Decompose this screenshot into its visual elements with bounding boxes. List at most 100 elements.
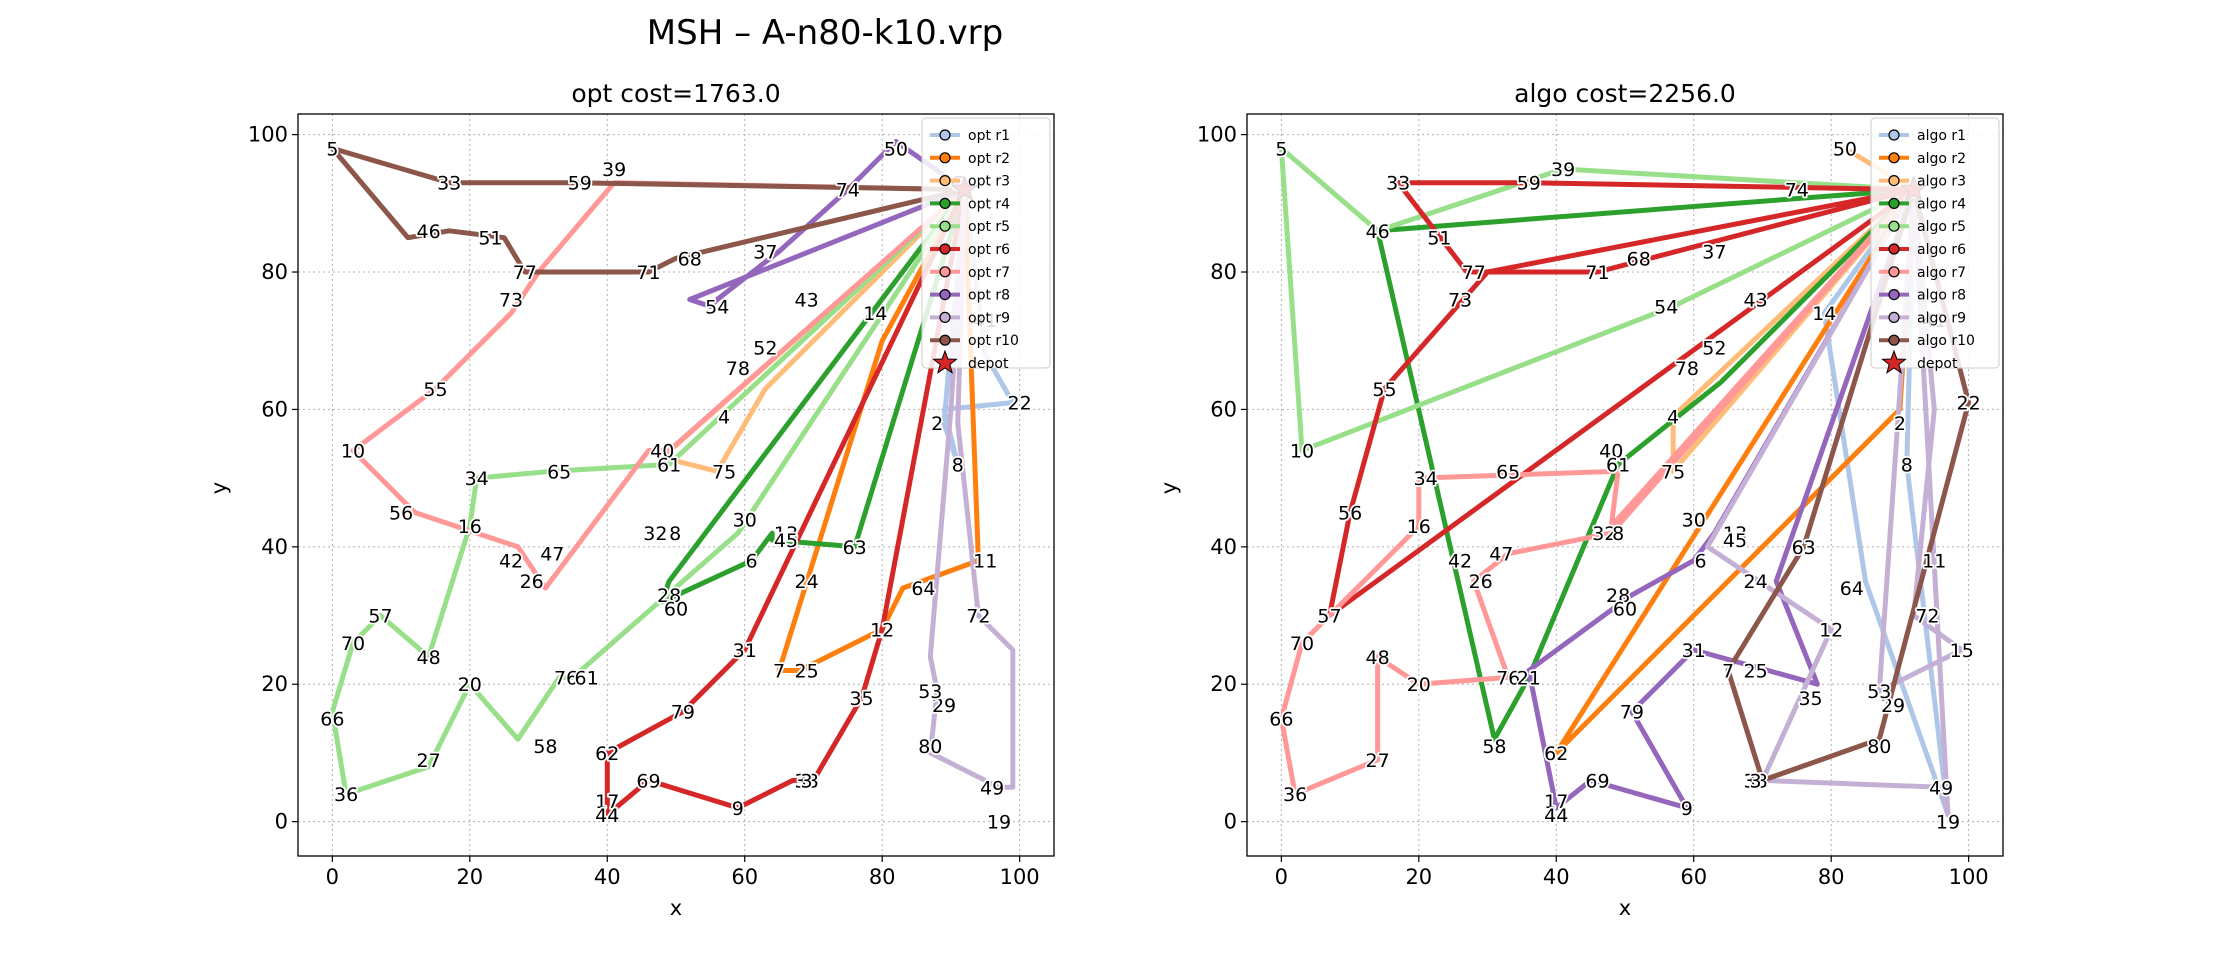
- node-label: 78: [726, 358, 750, 380]
- node-label: 55: [1372, 379, 1396, 401]
- node-label: 52: [1702, 338, 1726, 360]
- legend-marker: [939, 152, 951, 164]
- node-label: 63: [843, 537, 867, 559]
- route-algo-r1: [1821, 187, 1951, 818]
- y-tick-label: 40: [1210, 535, 1237, 559]
- node-label: 75: [712, 461, 736, 483]
- node-label: 32: [643, 523, 667, 545]
- legend-label: algo r3: [1917, 174, 1966, 190]
- node-label: 70: [1290, 633, 1314, 655]
- node-label: 17: [1544, 791, 1568, 813]
- route-algo-r7: [1278, 187, 1917, 797]
- node-label: 3: [801, 770, 813, 792]
- node-label: 8: [952, 454, 964, 476]
- node-label: 58: [1482, 736, 1506, 758]
- node-label: 28: [1606, 585, 1630, 607]
- node-label: 46: [1365, 221, 1389, 243]
- node-label: 38: [1743, 770, 1767, 792]
- node-label: 22: [1008, 393, 1032, 415]
- legend-marker: [939, 289, 951, 301]
- node-label: 34: [1414, 468, 1438, 490]
- node-label: 53: [918, 681, 942, 703]
- node-label: 5: [326, 138, 338, 160]
- legend-label: opt r10: [968, 333, 1019, 349]
- route-opt-r6: [604, 187, 968, 818]
- node-label: 74: [836, 180, 860, 202]
- legend-label: opt r3: [968, 174, 1010, 190]
- node-label: 45: [774, 530, 798, 552]
- node-label: 64: [911, 578, 935, 600]
- node-label: 59: [1517, 173, 1541, 195]
- node-label: 47: [540, 544, 564, 566]
- node-label: 48: [1365, 647, 1389, 669]
- route-algo-r9: [1705, 187, 1965, 818]
- node-label: 38: [794, 770, 818, 792]
- node-label: 7: [1722, 661, 1734, 683]
- legend-marker: [1888, 334, 1900, 346]
- node-label: 69: [636, 770, 660, 792]
- node-label: 68: [678, 248, 702, 270]
- y-tick-label: 100: [1197, 123, 1237, 147]
- legend-marker: [939, 175, 951, 187]
- node-label: 54: [1654, 296, 1678, 318]
- y-tick-label: 0: [1224, 810, 1237, 834]
- route-algo-r5: [1278, 145, 1917, 454]
- node-label: 8: [1612, 523, 1624, 545]
- node-label: 39: [602, 159, 626, 181]
- legend-label: algo r8: [1917, 288, 1966, 304]
- node-label: 28: [657, 523, 681, 545]
- x-tick-label: 60: [731, 865, 758, 889]
- node-label: 12: [1819, 619, 1843, 641]
- node-label: 25: [794, 661, 818, 683]
- x-tick-label: 20: [1405, 865, 1432, 889]
- node-label: 47: [1489, 544, 1513, 566]
- node-label: 51: [478, 228, 502, 250]
- node-label: 13: [774, 523, 798, 545]
- node-label: 4: [718, 406, 730, 428]
- node-label: 26: [520, 571, 544, 593]
- x-tick-label: 100: [1000, 865, 1040, 889]
- legend-label: opt r7: [968, 265, 1010, 281]
- legend-marker: [1888, 175, 1900, 187]
- node-label: 61: [657, 454, 681, 476]
- node-label: 20: [1407, 674, 1431, 696]
- node-label: 35: [1798, 688, 1822, 710]
- node-label: 61: [1606, 454, 1630, 476]
- x-tick-label: 0: [1275, 865, 1288, 889]
- legend-label: opt r5: [968, 219, 1010, 235]
- node-label: 31: [733, 640, 757, 662]
- node-label: 61: [575, 667, 599, 689]
- legend-marker: [1888, 129, 1900, 141]
- node-label: 76: [554, 667, 578, 689]
- legend-label: opt r1: [968, 128, 1010, 144]
- node-label: 13: [1723, 523, 1747, 545]
- node-label: 14: [1812, 303, 1836, 325]
- node-label: 6: [746, 551, 758, 573]
- x-tick-label: 20: [456, 865, 483, 889]
- node-label: 25: [1743, 661, 1767, 683]
- node-label: 77: [1462, 262, 1486, 284]
- legend-depot-label: depot: [968, 356, 1009, 372]
- node-label: 3: [1750, 770, 1762, 792]
- legend-label: algo r7: [1917, 265, 1966, 281]
- node-label: 28: [657, 585, 681, 607]
- node-label: 26: [1469, 571, 1493, 593]
- node-label: 66: [1269, 709, 1293, 731]
- node-label: 29: [932, 695, 956, 717]
- node-label: 2: [1894, 413, 1906, 435]
- node-label: 65: [547, 461, 571, 483]
- node-label: 36: [1283, 784, 1307, 806]
- node-label: 24: [1743, 571, 1767, 593]
- node-label: 46: [416, 221, 440, 243]
- node-label: 19: [987, 812, 1011, 834]
- x-tick-label: 0: [326, 865, 339, 889]
- node-label: 8: [1901, 454, 1913, 476]
- y-tick-label: 20: [1210, 672, 1237, 696]
- legend-depot-label: depot: [1917, 356, 1958, 372]
- y-tick-label: 0: [275, 810, 288, 834]
- node-label: 77: [513, 262, 537, 284]
- node-label: 49: [1929, 777, 1953, 799]
- node-label: 32: [1592, 523, 1616, 545]
- y-tick-label: 80: [1210, 260, 1237, 284]
